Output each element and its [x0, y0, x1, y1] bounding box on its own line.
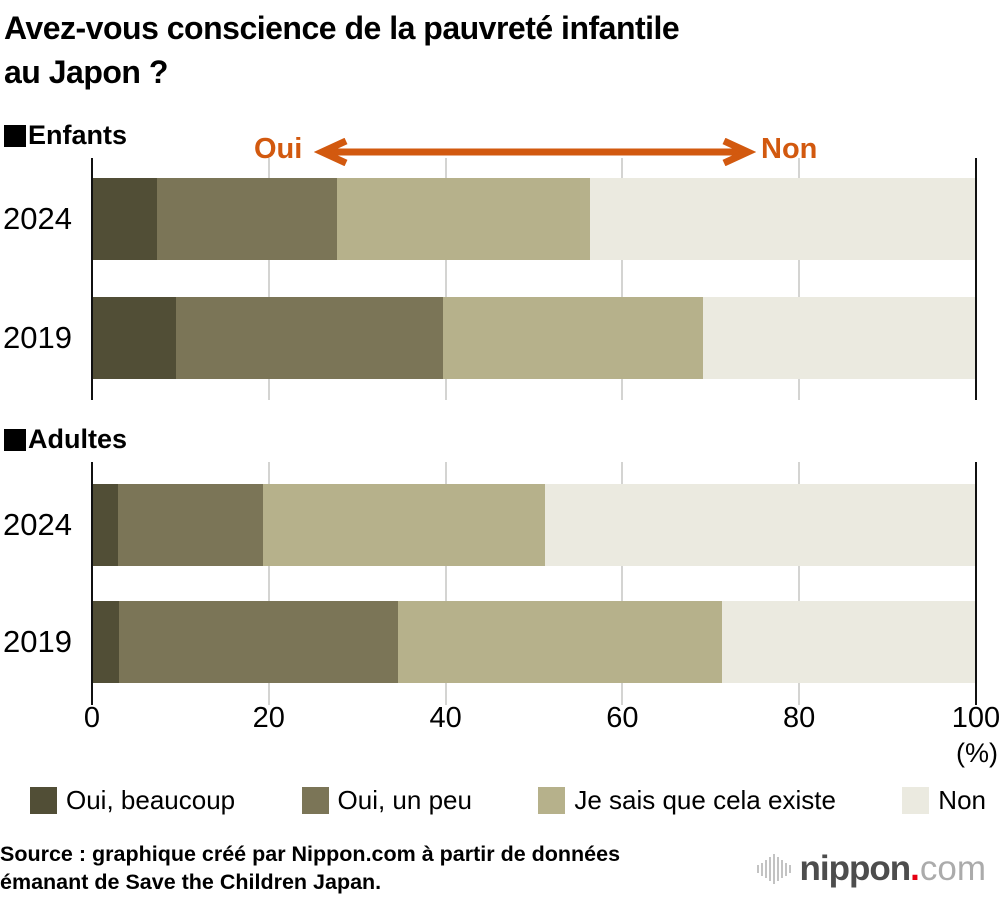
soundwave-bar: [780, 860, 784, 878]
legend-item-2: Je sais que cela existe: [538, 785, 836, 816]
logo-tld-text: com: [919, 849, 986, 888]
gridline-20: [267, 462, 270, 705]
section-header-adultes: Adultes: [4, 424, 127, 455]
x-tick-label-60: 60: [606, 702, 639, 734]
arrow-label-non: Non: [761, 133, 818, 165]
section-label-adultes: Adultes: [28, 424, 128, 454]
legend-label-1: Oui, un peu: [337, 784, 472, 815]
stacked-bar-enfants-2024: [92, 178, 976, 260]
nippon-com-logo: nippon . com: [756, 849, 986, 889]
bar-segment-enfants-2019-1: [175, 297, 443, 379]
x-tick-label-100: 100: [951, 702, 1000, 734]
soundwave-bar: [772, 854, 776, 884]
bar-segment-adultes-2024-0: [92, 484, 118, 566]
year-label-adultes-2024: 2024: [3, 507, 72, 542]
gridline-60: [621, 462, 624, 705]
x-axis-tick-labels: 0 20 40 60 80 100: [84, 702, 1000, 738]
plot-area-enfants: [91, 158, 977, 400]
legend-label-0: Oui, beaucoup: [66, 784, 236, 815]
x-tick-label-40: 40: [429, 702, 462, 734]
logo-name-text: nippon: [799, 849, 912, 888]
section-header-enfants: Enfants: [4, 120, 127, 151]
gridline-40: [444, 158, 447, 400]
plot-area-adultes: [91, 462, 977, 705]
x-tick-label-80: 80: [783, 702, 816, 734]
title-line-1: Avez-vous conscience de la pauvreté infa…: [4, 10, 680, 46]
bar-segment-adultes-2019-0: [92, 601, 120, 683]
bar-segment-enfants-2019-3: [702, 297, 976, 379]
soundwave-bar: [764, 860, 768, 878]
y-axis-line: [91, 158, 93, 400]
source-line-2: émanant de Save the Children Japan.: [0, 869, 382, 894]
gridline-60: [621, 158, 624, 400]
soundwave-bar: [768, 857, 772, 881]
legend-swatch-0: [30, 786, 57, 814]
bar-segment-adultes-2019-1: [119, 601, 398, 683]
year-label-enfants-2019: 2019: [3, 320, 72, 355]
legend-item-0: Oui, beaucoup: [30, 785, 235, 816]
black-square-marker: [4, 124, 26, 147]
x-tick-label-20: 20: [252, 702, 285, 734]
year-label-adultes-2019: 2019: [3, 624, 72, 659]
bar-segment-adultes-2019-2: [397, 601, 723, 683]
bar-segment-adultes-2024-2: [262, 484, 546, 566]
stacked-bar-adultes-2024: [92, 484, 976, 566]
x-axis-unit-note: (%): [956, 738, 998, 768]
oui-non-double-arrow-icon: [314, 138, 756, 166]
gridline-20: [267, 158, 270, 400]
right-boundary-line: [975, 462, 977, 705]
legend-swatch-2: [538, 786, 566, 814]
bar-segment-enfants-2019-0: [92, 297, 176, 379]
stacked-bar-adultes-2019: [92, 601, 976, 683]
bar-segment-adultes-2019-3: [722, 601, 976, 683]
bar-segment-enfants-2019-2: [442, 297, 703, 379]
source-credit: Source : graphique créé par Nippon.com à…: [0, 841, 620, 896]
bar-segment-enfants-2024-2: [336, 178, 590, 260]
gridline-80: [798, 158, 801, 400]
section-label-enfants: Enfants: [28, 120, 128, 150]
title-line-2: au Japon ?: [4, 54, 168, 90]
right-boundary-line: [975, 158, 977, 400]
soundwave-bar: [776, 857, 780, 881]
gridline-40: [444, 462, 447, 705]
arrow-label-oui: Oui: [254, 133, 303, 165]
soundwave-bar: [760, 862, 764, 876]
bar-segment-enfants-2024-1: [157, 178, 337, 260]
bar-segment-enfants-2024-0: [92, 178, 158, 260]
soundwave-bar: [788, 865, 792, 873]
bar-segment-adultes-2024-1: [117, 484, 263, 566]
soundwave-bar: [756, 865, 760, 873]
legend: Oui, beaucoup Oui, un peu Je sais que cela…: [30, 780, 986, 820]
legend-swatch-3: [902, 786, 930, 814]
soundwave-bar: [784, 862, 788, 876]
legend-label-3: Non: [938, 784, 986, 815]
stacked-bar-enfants-2019: [92, 297, 976, 379]
soundwave-icon: [756, 854, 793, 884]
bar-segment-enfants-2024-3: [589, 178, 976, 260]
legend-item-3: Non: [902, 785, 986, 816]
gridline-80: [798, 462, 801, 705]
source-line-1: Source : graphique créé par Nippon.com à…: [0, 842, 621, 866]
black-square-marker: [4, 428, 26, 451]
bar-segment-adultes-2024-3: [545, 484, 976, 566]
logo-red-dot: .: [910, 849, 920, 888]
y-axis-line: [91, 462, 93, 705]
legend-item-1: Oui, un peu: [301, 784, 472, 816]
legend-swatch-1: [301, 786, 329, 814]
page-title: Avez-vous conscience de la pauvreté infa…: [4, 6, 680, 94]
x-tick-label-0: 0: [83, 702, 101, 734]
year-label-enfants-2024: 2024: [3, 201, 72, 236]
legend-label-2: Je sais que cela existe: [574, 784, 836, 815]
